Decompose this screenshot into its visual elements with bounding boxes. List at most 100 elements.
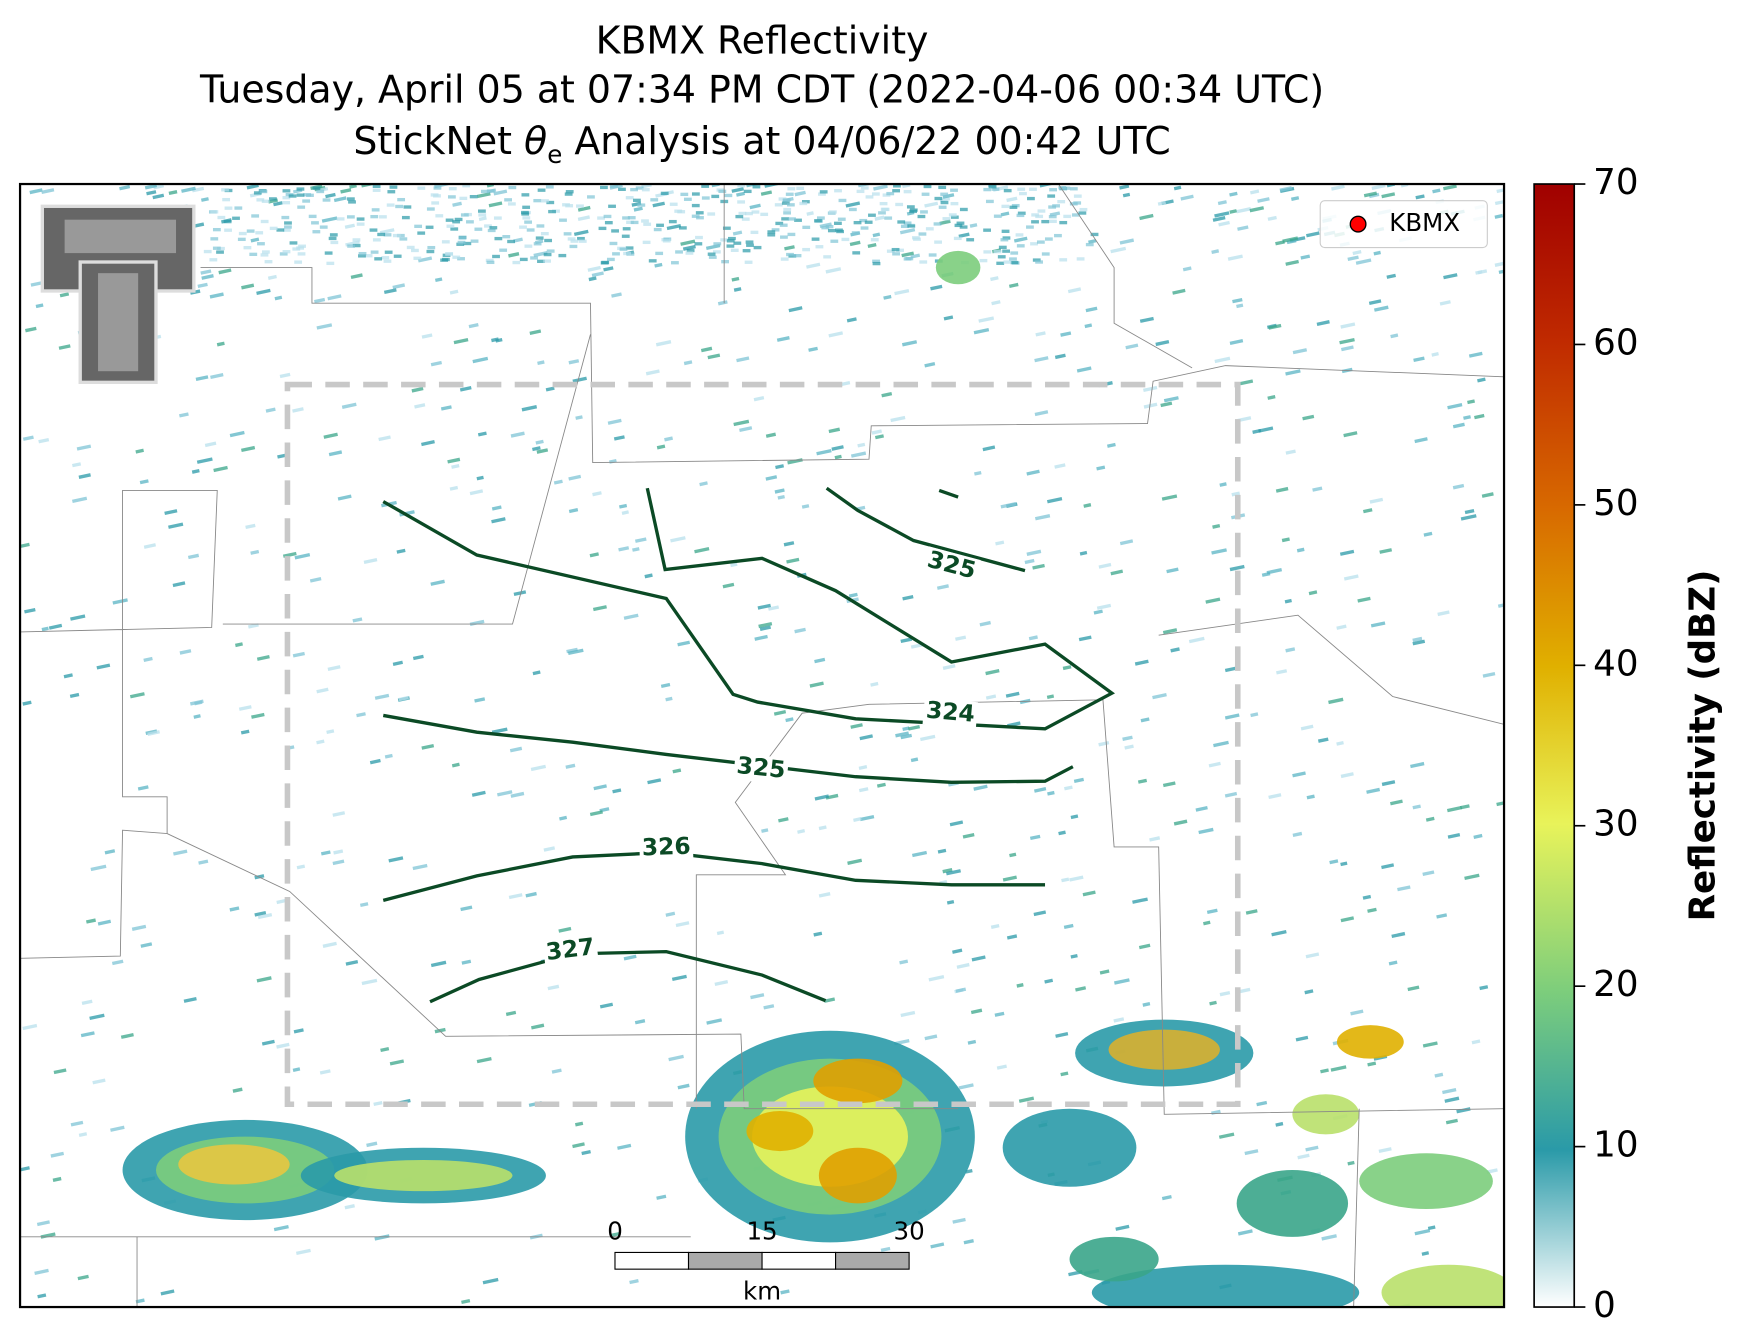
echo-speck — [901, 340, 918, 347]
echo-speck — [883, 294, 892, 300]
echo-speck — [1088, 239, 1097, 244]
echo-speck — [1160, 401, 1173, 408]
echo-speck — [381, 256, 390, 260]
echo-speck — [1473, 833, 1483, 839]
echo-speck — [1300, 724, 1314, 731]
echo-speck — [274, 295, 283, 301]
echo-speck — [1381, 780, 1396, 787]
echo-speck — [232, 216, 240, 220]
echo-speck — [633, 198, 641, 202]
echo-speck — [818, 825, 827, 831]
legend: KBMX — [1319, 200, 1488, 249]
echo-speck — [119, 184, 131, 191]
echo-speck — [648, 259, 657, 263]
echo-speck — [369, 758, 381, 765]
echo-speck — [577, 236, 585, 241]
echo-speck — [1464, 508, 1475, 515]
echo-speck — [1330, 1065, 1347, 1072]
echo-speck — [754, 634, 768, 641]
echo-speck — [737, 200, 746, 204]
echo-speck — [143, 543, 156, 549]
echo-speck — [1305, 952, 1320, 959]
echo-speck — [384, 250, 393, 254]
echo-speck — [1010, 251, 1019, 255]
echo-speck — [664, 436, 673, 442]
echo-speck — [493, 216, 502, 220]
echo-speck — [848, 592, 858, 598]
echo-speck — [1093, 609, 1103, 615]
echo-speck — [761, 828, 769, 833]
echo-speck — [411, 248, 419, 253]
echo-speck — [859, 814, 875, 822]
echo-speck — [545, 185, 554, 189]
echo-speck — [1434, 1072, 1444, 1078]
echo-speck — [1452, 422, 1465, 429]
echo-speck — [868, 213, 876, 217]
echo-speck — [656, 1194, 667, 1200]
echo-speck — [908, 724, 921, 731]
colorbar-tick-label: 20 — [1593, 964, 1638, 1005]
echo-speck — [460, 213, 469, 217]
echo-speck — [910, 757, 919, 763]
echo-speck — [496, 790, 513, 797]
echo-speck — [1067, 287, 1082, 294]
echo-speck — [383, 288, 397, 295]
echo-speck — [111, 959, 124, 966]
echo-speck — [954, 223, 963, 228]
echo-speck — [269, 197, 277, 201]
echo-cell — [1359, 1153, 1493, 1209]
echo-speck — [246, 184, 259, 190]
echo-speck — [735, 214, 744, 219]
echo-speck — [474, 227, 483, 231]
echo-cell — [334, 1159, 513, 1192]
echo-speck — [212, 227, 221, 232]
colorbar-tick-label: 0 — [1593, 1285, 1616, 1326]
echo-speck — [417, 186, 426, 190]
echo-speck — [848, 207, 857, 212]
echo-speck — [677, 210, 686, 214]
echo-speck — [245, 523, 256, 530]
contour-label: 324 — [925, 696, 976, 728]
echo-speck — [58, 344, 71, 350]
echo-speck — [913, 237, 921, 241]
echo-speck — [495, 337, 503, 343]
echo-speck — [232, 1087, 243, 1093]
echo-speck — [476, 1056, 492, 1064]
echo-speck — [1340, 916, 1355, 923]
echo-speck — [767, 233, 776, 237]
echo-speck — [1002, 249, 1010, 253]
echo-speck — [1425, 816, 1435, 822]
echo-speck — [78, 1132, 88, 1137]
echo-speck — [637, 203, 646, 207]
echo-speck — [665, 696, 673, 702]
echo-speck — [392, 233, 401, 238]
echo-speck — [609, 241, 618, 246]
echo-speck — [818, 192, 826, 196]
echo-speck — [716, 930, 725, 936]
echo-speck — [521, 210, 529, 215]
echo-speck — [450, 227, 459, 231]
echo-speck — [48, 623, 63, 630]
echo-speck — [1320, 1068, 1329, 1074]
echo-speck — [923, 184, 932, 189]
echo-speck — [454, 217, 463, 222]
echo-speck — [731, 187, 744, 193]
echo-speck — [459, 196, 468, 201]
echo-speck — [333, 196, 347, 203]
echo-speck — [993, 249, 1002, 254]
echo-speck — [1340, 345, 1354, 352]
echo-speck — [909, 209, 917, 214]
echo-speck — [763, 1004, 775, 1010]
echo-speck — [1198, 827, 1214, 835]
echo-speck — [298, 244, 306, 248]
echo-speck — [895, 202, 904, 207]
title-line1: KBMX Reflectivity — [596, 19, 929, 63]
echo-speck — [1261, 571, 1271, 577]
echo-speck — [860, 186, 869, 190]
echo-speck — [198, 859, 209, 865]
echo-speck — [572, 376, 587, 383]
echo-speck — [1173, 185, 1182, 191]
echo-speck — [522, 216, 531, 220]
echo-speck — [532, 670, 541, 676]
echo-speck — [656, 223, 664, 227]
